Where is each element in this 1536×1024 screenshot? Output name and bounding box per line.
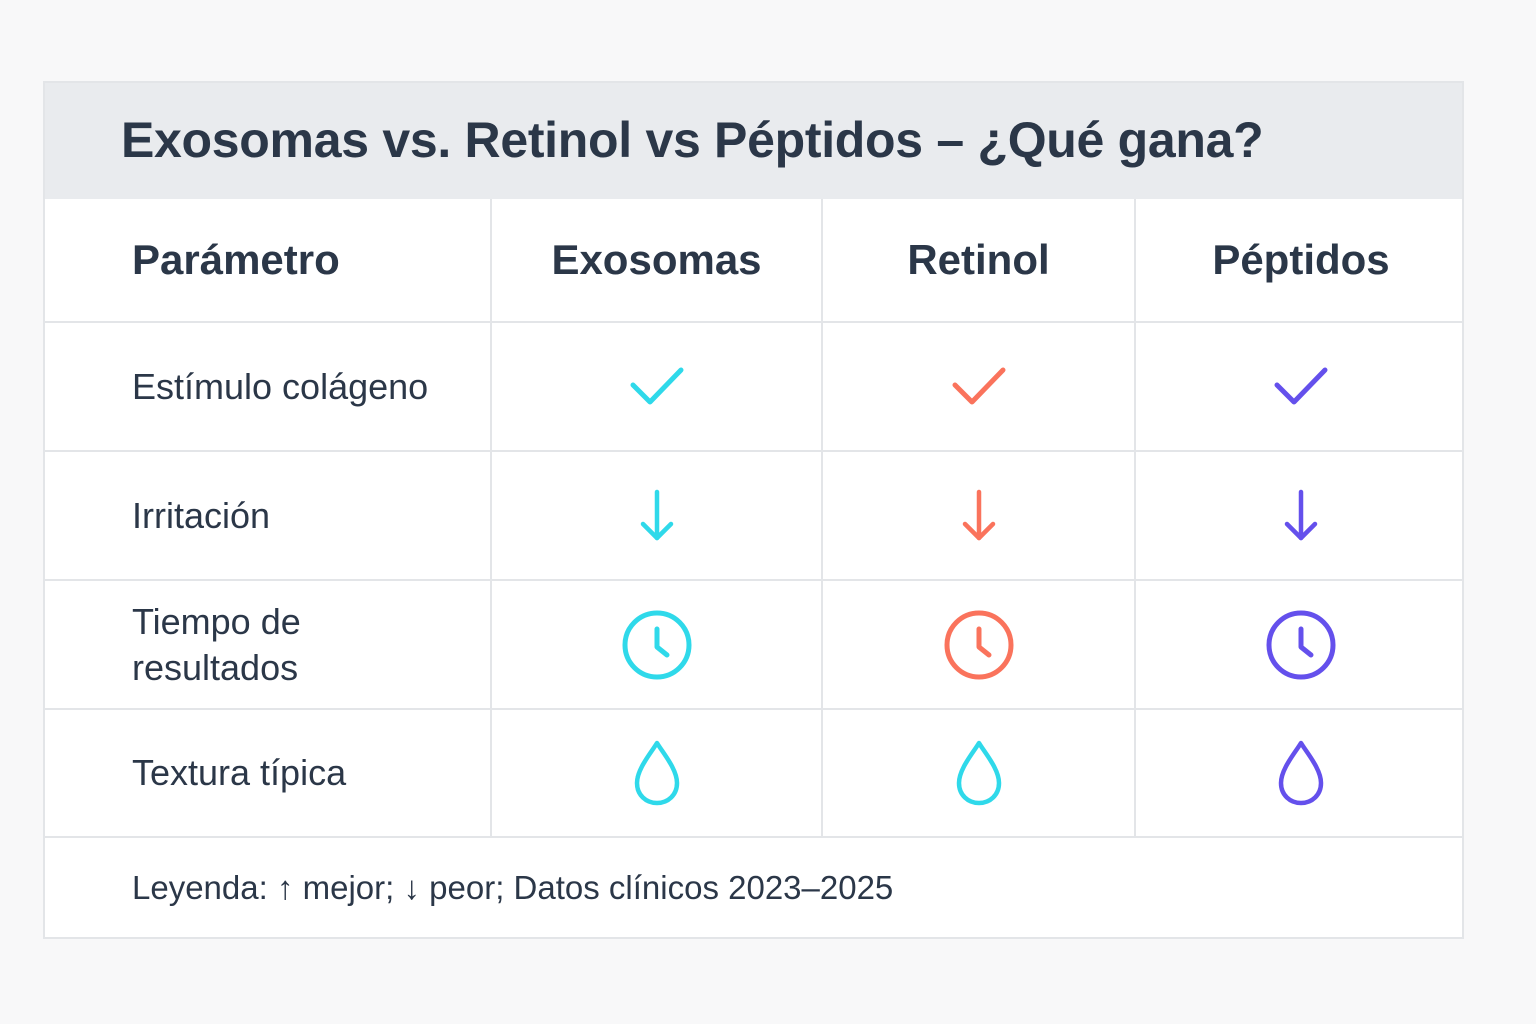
header-cell-exosomas: Exosomas	[490, 199, 821, 321]
droplet-icon	[629, 737, 685, 809]
value-cell-peptidos	[1134, 581, 1466, 708]
row-label-cell: Irritación	[45, 452, 490, 579]
row-label-cell: Textura típica	[45, 710, 490, 836]
arrow-down-icon	[635, 486, 679, 546]
clock-icon	[1263, 607, 1339, 683]
value-cell-retinol	[821, 323, 1134, 450]
value-cell-peptidos	[1134, 323, 1466, 450]
column-header-peptidos: Péptidos	[1212, 236, 1390, 283]
comparison-table-card: Exosomas vs. Retinol vs Péptidos – ¿Qué …	[43, 81, 1464, 939]
table-header-row: Parámetro Exosomas Retinol Péptidos	[45, 199, 1462, 323]
title-bar: Exosomas vs. Retinol vs Péptidos – ¿Qué …	[45, 83, 1462, 199]
droplet-icon	[951, 737, 1007, 809]
row-label-line: Tiempo de	[132, 600, 301, 642]
table-row: Irritación	[45, 452, 1462, 581]
table-row: Tiempo de resultados	[45, 581, 1462, 710]
value-cell-exosomas	[490, 452, 821, 579]
row-label: Irritación	[132, 494, 271, 536]
column-header-retinol: Retinol	[907, 236, 1050, 283]
value-cell-retinol	[821, 710, 1134, 836]
value-cell-retinol	[821, 452, 1134, 579]
value-cell-peptidos	[1134, 452, 1466, 579]
arrow-down-icon	[1279, 486, 1323, 546]
row-label-cell: Estímulo colágeno	[45, 323, 490, 450]
column-header-exosomas: Exosomas	[551, 236, 762, 283]
row-label: Estímulo colágeno	[132, 365, 429, 407]
row-label: Tiempo de resultados	[132, 599, 301, 691]
check-icon	[1271, 362, 1331, 412]
row-label: Textura típica	[132, 752, 347, 793]
row-label-line: resultados	[132, 646, 299, 688]
clock-icon	[619, 607, 695, 683]
check-icon	[627, 362, 687, 412]
table-row: Textura típica	[45, 710, 1462, 838]
value-cell-retinol	[821, 581, 1134, 708]
value-cell-peptidos	[1134, 710, 1466, 836]
droplet-icon	[1273, 737, 1329, 809]
header-cell-retinol: Retinol	[821, 199, 1134, 321]
arrow-down-icon	[957, 486, 1001, 546]
header-cell-peptidos: Péptidos	[1134, 199, 1466, 321]
header-cell-parametro: Parámetro	[45, 199, 490, 321]
clock-icon	[941, 607, 1017, 683]
value-cell-exosomas	[490, 710, 821, 836]
column-header-parametro: Parámetro	[132, 236, 340, 283]
table-title: Exosomas vs. Retinol vs Péptidos – ¿Qué …	[121, 112, 1264, 168]
value-cell-exosomas	[490, 323, 821, 450]
legend-footnote: Leyenda: ↑ mejor; ↓ peor; Datos clínicos…	[132, 869, 894, 906]
table-row: Estímulo colágeno	[45, 323, 1462, 452]
row-label-cell: Tiempo de resultados	[45, 581, 490, 708]
check-icon	[949, 362, 1009, 412]
value-cell-exosomas	[490, 581, 821, 708]
